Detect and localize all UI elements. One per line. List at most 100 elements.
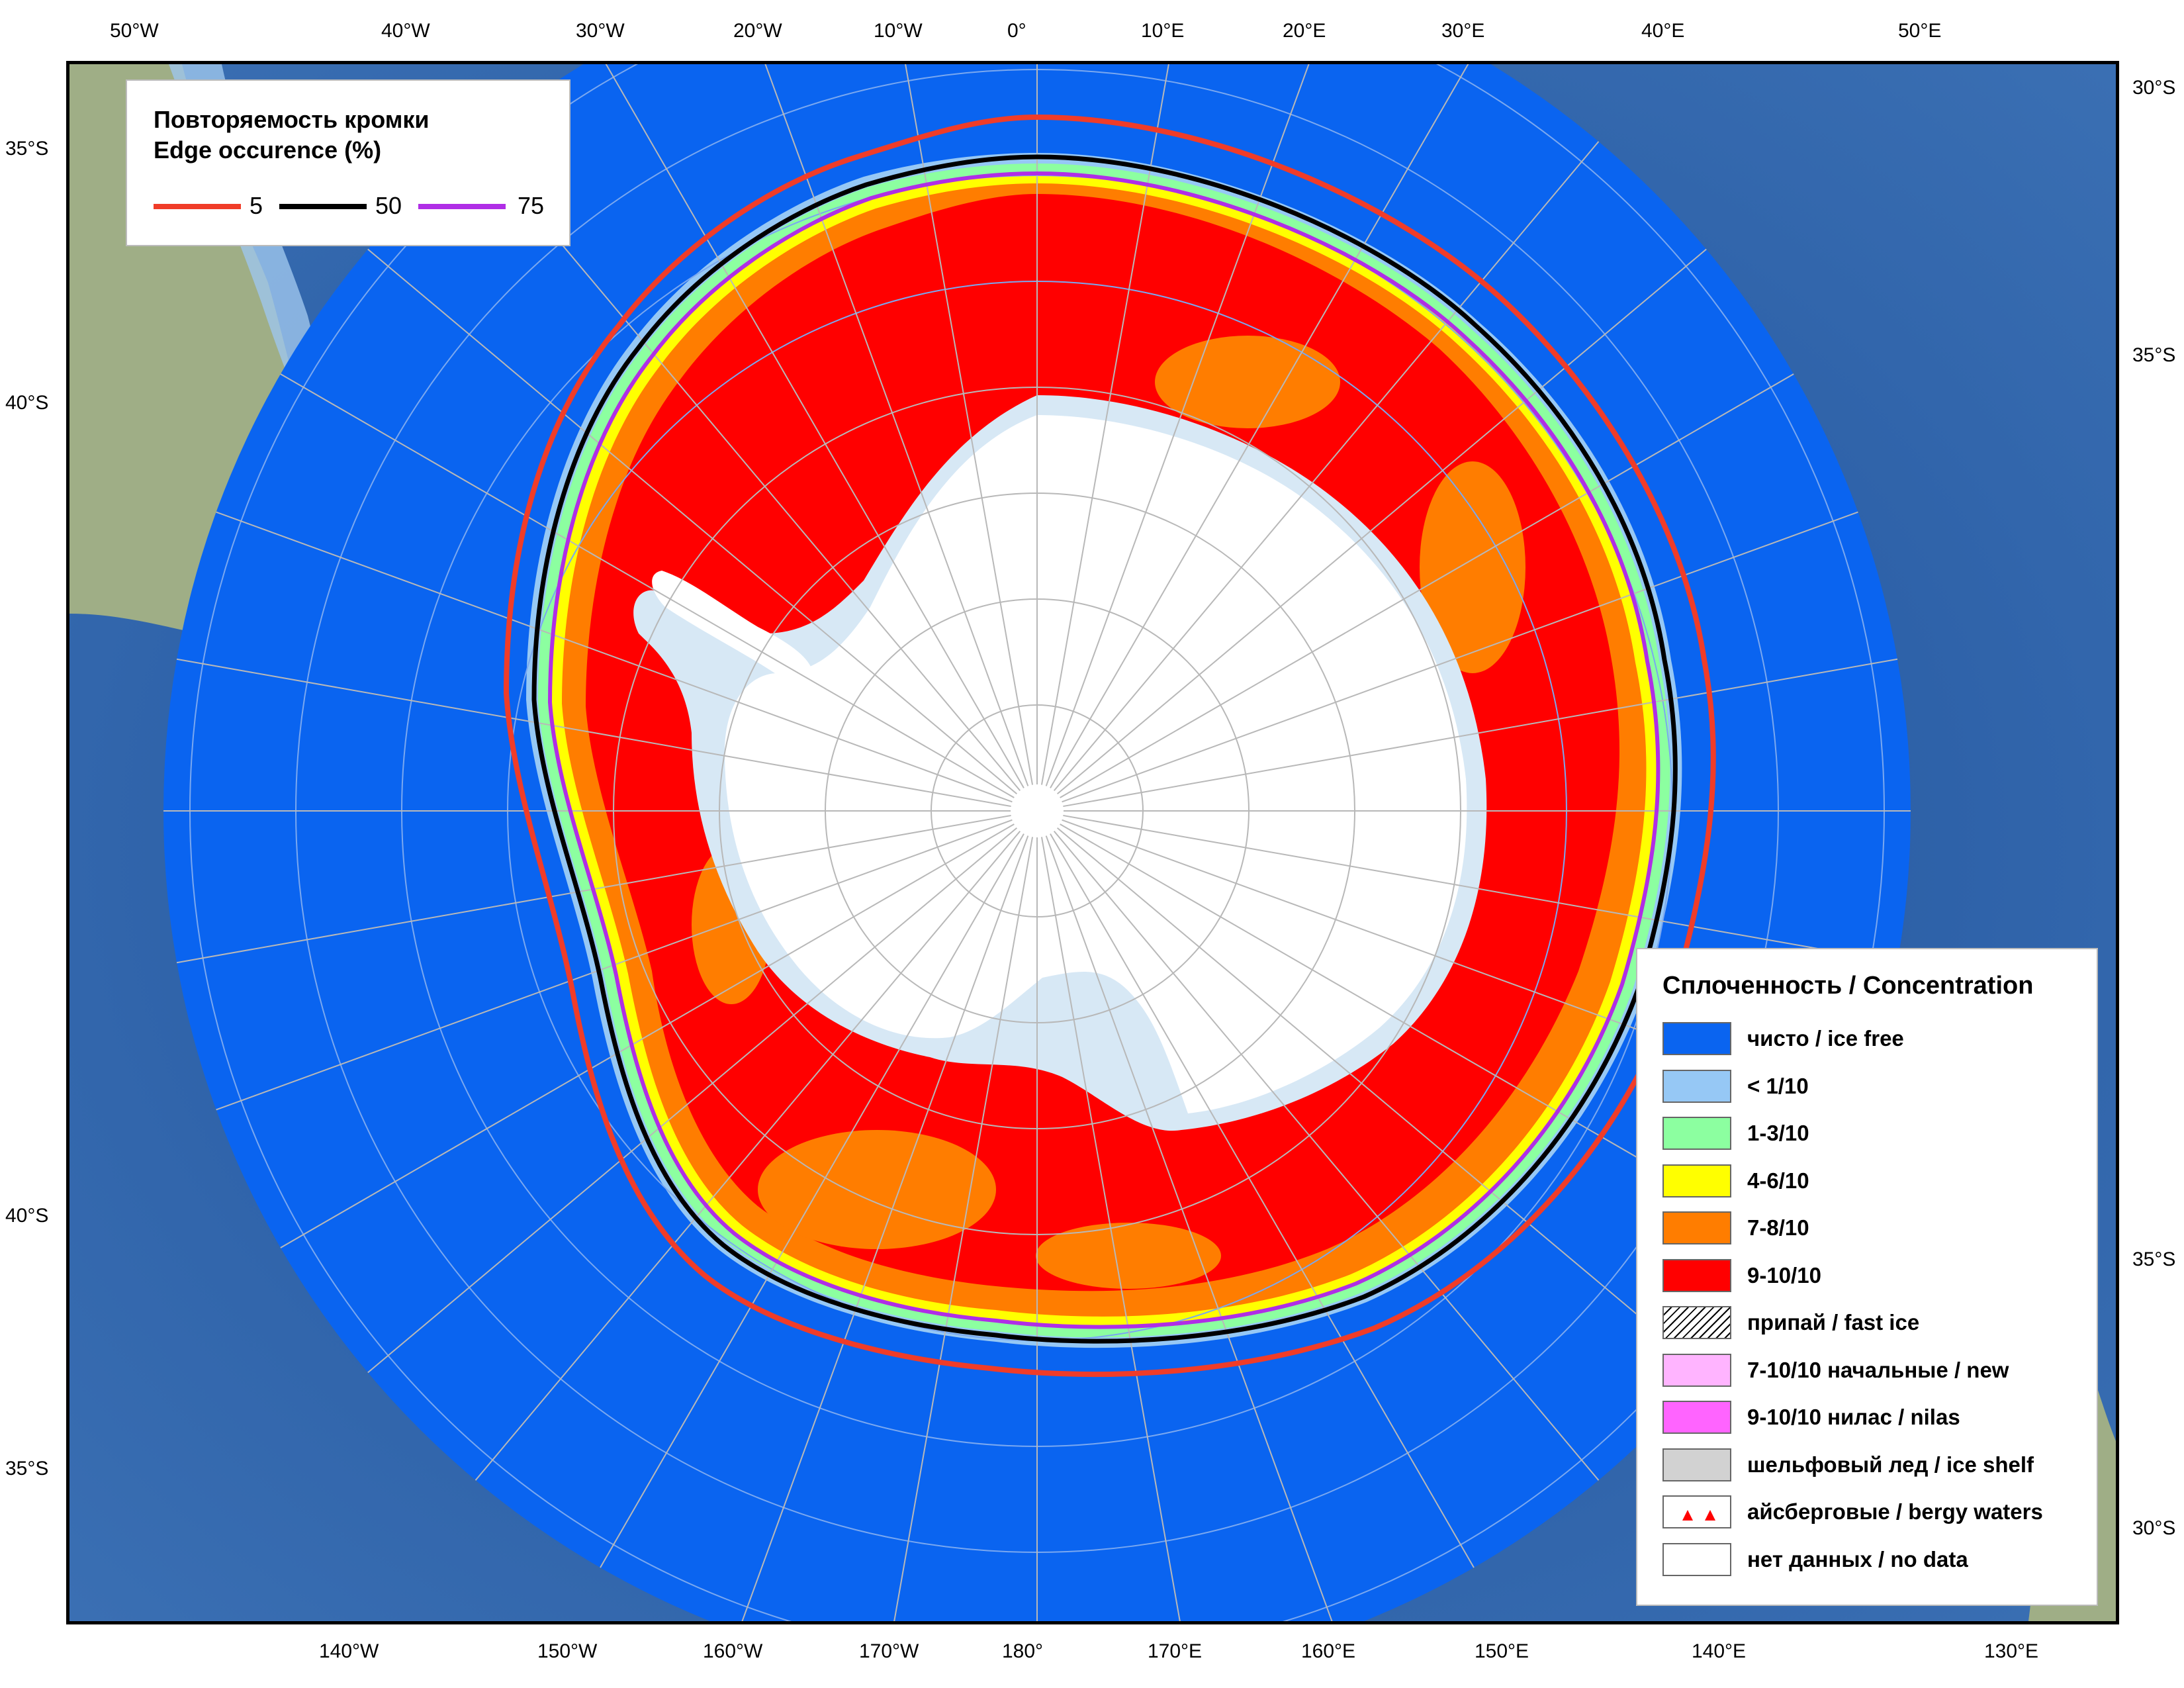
longitude-tick-label: 160°W <box>703 1640 763 1662</box>
legend-swatch <box>1662 1448 1731 1481</box>
meridian-line <box>1063 658 1898 808</box>
legend-label: 7-10/10 начальные / new <box>1747 1357 2009 1382</box>
longitude-tick-label: 150°E <box>1475 1640 1529 1662</box>
legend-swatch <box>1662 1495 1731 1528</box>
meridian-line <box>893 837 1034 1621</box>
edge-line-50-percent <box>531 154 1678 1344</box>
edge-legend-line-50 <box>279 204 367 209</box>
longitude-tick-label: 180° <box>1002 1640 1044 1662</box>
orange-patch-1 <box>758 1130 996 1249</box>
meridian-line <box>367 248 1018 795</box>
antarctica-continent <box>725 415 1467 1113</box>
legend-label: айсберговые / bergy waters <box>1747 1499 2043 1524</box>
longitude-tick-label: 10°W <box>874 20 923 42</box>
meridian-line <box>600 833 1024 1568</box>
meridian-line <box>475 830 1021 1481</box>
meridian-line <box>741 835 1029 1621</box>
concentration-legend-item: 7-10/10 начальные / new <box>1662 1353 2086 1389</box>
meridian-line <box>1040 64 1169 785</box>
legend-label: 9-10/10 <box>1747 1262 1821 1288</box>
legend-label: чисто / ice free <box>1747 1026 1904 1051</box>
map-frame[interactable] <box>66 61 2119 1624</box>
edge-legend-line-75 <box>418 204 506 209</box>
concentration-legend-item: чисто / ice free <box>1662 1022 2086 1058</box>
legend-label: шельфовый лед / ice shelf <box>1747 1452 2034 1477</box>
meridian-line <box>1045 64 1310 786</box>
meridian-line <box>1056 827 1707 1374</box>
orange-patch-2 <box>1420 461 1525 673</box>
longitude-tick-label: 50°W <box>110 20 159 42</box>
meridian-line <box>605 64 1024 788</box>
legend-swatch <box>1662 1164 1731 1197</box>
concentration-legend: Сплоченность / Concentration чисто / ice… <box>1636 948 2098 1606</box>
sea-ice-map[interactable] <box>69 64 2116 1621</box>
meridian-line <box>176 658 1011 808</box>
longitude-tick-label: 140°E <box>1692 1640 1747 1662</box>
legend-label: нет данных / no data <box>1747 1546 1968 1571</box>
concentration-legend-item: шельфовый лед / ice shelf <box>1662 1448 2086 1484</box>
concentration-legend-item: 9-10/10 нилас / nilas <box>1662 1401 2086 1436</box>
edge-legend-label-75: 75 <box>518 192 545 219</box>
latitude-tick-label: 30°S <box>2132 77 2176 99</box>
latitude-tick-label: 40°S <box>5 1205 49 1227</box>
meridian-line <box>280 823 1015 1248</box>
latitude-tick-label: 35°S <box>2132 1248 2176 1270</box>
concentration-legend-item: айсберговые / bergy waters <box>1662 1495 2086 1531</box>
concentration-legend-title: Сплоченность / Concentration <box>1662 972 2034 1000</box>
edge-line-75-percent <box>547 171 1661 1329</box>
triangles-icon <box>1682 1510 1715 1521</box>
legend-swatch <box>1662 1353 1731 1387</box>
meridian-line <box>1050 64 1469 788</box>
concentration-legend-item: 4-6/10 <box>1662 1164 2086 1200</box>
edge-line-5-percent <box>503 114 1716 1378</box>
concentration-legend-item: 9-10/10 <box>1662 1258 2086 1295</box>
meridian-line <box>764 64 1029 786</box>
meridian-line <box>1063 814 1898 964</box>
latitude-tick-label: 35°S <box>5 1458 49 1479</box>
meridian-line <box>1056 248 1707 795</box>
legend-swatch <box>1662 1258 1731 1292</box>
latitude-tick-label: 35°S <box>2132 344 2176 366</box>
antarctic-peninsula <box>652 571 811 680</box>
meridian-line <box>367 827 1018 1374</box>
legend-label: 7-8/10 <box>1747 1215 1809 1240</box>
longitude-tick-label: 10°E <box>1141 20 1185 42</box>
meridian-line <box>280 373 1015 798</box>
orange-patch-4 <box>1036 1223 1221 1289</box>
latitude-tick-label: 35°S <box>5 138 49 160</box>
longitude-tick-label: 50°E <box>1898 20 1942 42</box>
longitude-tick-label: 140°W <box>319 1640 379 1662</box>
longitude-tick-label: 170°W <box>859 1640 919 1662</box>
meridian-line <box>1040 837 1181 1621</box>
longitude-tick-label: 20°E <box>1283 20 1326 42</box>
longitude-tick-label: 40°E <box>1641 20 1685 42</box>
edge-legend-title-en: Edge occurence (%) <box>154 136 382 164</box>
legend-swatch <box>1662 1306 1731 1339</box>
legend-label: припай / fast ice <box>1747 1310 1920 1335</box>
meridian-line <box>1050 833 1475 1568</box>
longitude-tick-label: 160°E <box>1301 1640 1356 1662</box>
meridian-line <box>216 511 1013 803</box>
orange-patch-3 <box>1155 336 1340 428</box>
edge-legend-label-5: 5 <box>250 192 263 219</box>
edge-legend-title-ru: Повторяемость кромки <box>154 106 430 133</box>
meridian-line <box>1053 830 1600 1481</box>
meridian-line <box>1053 141 1600 792</box>
concentration-legend-item: припай / fast ice <box>1662 1306 2086 1342</box>
concentration-legend-item: < 1/10 <box>1662 1069 2086 1105</box>
legend-label: 9-10/10 нилас / nilas <box>1747 1405 1960 1429</box>
legend-swatch <box>1662 1022 1731 1055</box>
concentration-legend-item: нет данных / no data <box>1662 1542 2086 1579</box>
legend-swatch <box>1662 1542 1731 1576</box>
legend-swatch <box>1662 1117 1731 1150</box>
legend-swatch <box>1662 1069 1731 1103</box>
edge-legend-line-5 <box>154 204 241 209</box>
longitude-tick-label: 130°E <box>1984 1640 2039 1662</box>
longitude-tick-label: 30°W <box>576 20 625 42</box>
meridian-line <box>475 141 1021 792</box>
longitude-tick-label: 0° <box>1007 20 1026 42</box>
legend-swatch <box>1662 1211 1731 1244</box>
meridian-line <box>1045 835 1333 1621</box>
edge-occurrence-legend: Повторяемость кромки Edge occurence (%) … <box>126 79 570 246</box>
latitude-tick-label: 30°S <box>2132 1517 2176 1539</box>
